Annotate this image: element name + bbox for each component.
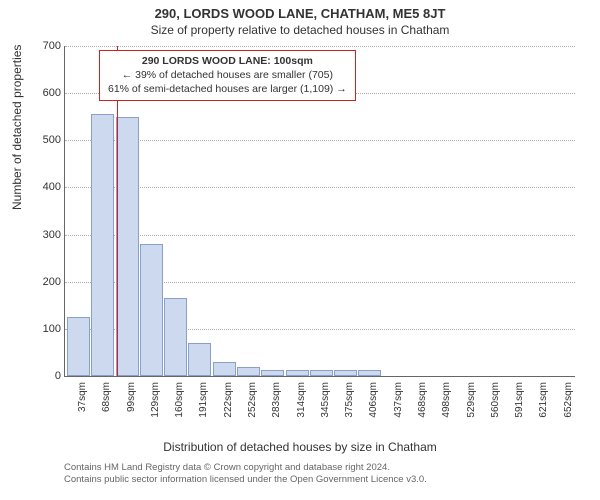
histogram-bar: [188, 343, 211, 376]
ytick-label: 600: [43, 87, 61, 99]
histogram-bar: [164, 298, 187, 376]
histogram-bar: [91, 114, 114, 376]
y-axis-label: Number of detached properties: [10, 45, 24, 210]
histogram-bar: [140, 244, 163, 376]
xtick-label: 437sqm: [393, 382, 404, 422]
title-sub: Size of property relative to detached ho…: [0, 21, 600, 37]
ytick-label: 0: [55, 370, 61, 382]
histogram-bar: [286, 370, 309, 376]
xtick-label: 498sqm: [441, 382, 452, 422]
histogram-bar: [358, 370, 381, 376]
histogram-bar: [334, 370, 357, 376]
info-box-line: 61% of semi-detached houses are larger (…: [108, 82, 347, 96]
ytick-label: 100: [43, 323, 61, 335]
info-box-line: ← 39% of detached houses are smaller (70…: [108, 68, 347, 82]
xtick-label: 314sqm: [296, 382, 307, 422]
xtick-label: 529sqm: [466, 382, 477, 422]
gridline: [65, 235, 575, 236]
xtick-label: 99sqm: [126, 382, 137, 422]
gridline: [65, 187, 575, 188]
xtick-label: 191sqm: [198, 382, 209, 422]
chart-area: 010020030040050060070037sqm68sqm99sqm129…: [64, 46, 574, 400]
plot-area: 010020030040050060070037sqm68sqm99sqm129…: [64, 46, 575, 377]
histogram-bar: [213, 362, 236, 376]
chart-container: 290, LORDS WOOD LANE, CHATHAM, ME5 8JT S…: [0, 0, 600, 500]
histogram-bar: [116, 117, 139, 376]
xtick-label: 621sqm: [538, 382, 549, 422]
xtick-label: 406sqm: [368, 382, 379, 422]
ytick-label: 300: [43, 229, 61, 241]
ytick-label: 400: [43, 181, 61, 193]
xtick-label: 252sqm: [247, 382, 258, 422]
footer-line1: Contains HM Land Registry data © Crown c…: [64, 462, 427, 474]
xtick-label: 68sqm: [101, 382, 112, 422]
xtick-label: 560sqm: [490, 382, 501, 422]
histogram-bar: [261, 370, 284, 376]
footer: Contains HM Land Registry data © Crown c…: [64, 462, 427, 487]
info-box-line: 290 LORDS WOOD LANE: 100sqm: [108, 54, 347, 68]
xtick-label: 591sqm: [514, 382, 525, 422]
ytick-label: 200: [43, 276, 61, 288]
ytick-label: 700: [43, 40, 61, 52]
histogram-bar: [237, 367, 260, 376]
info-box: 290 LORDS WOOD LANE: 100sqm← 39% of deta…: [99, 50, 356, 101]
xtick-label: 652sqm: [563, 382, 574, 422]
xtick-label: 468sqm: [417, 382, 428, 422]
xtick-label: 160sqm: [174, 382, 185, 422]
ytick-label: 500: [43, 134, 61, 146]
xtick-label: 37sqm: [77, 382, 88, 422]
footer-line2: Contains public sector information licen…: [64, 474, 427, 486]
gridline: [65, 46, 575, 47]
x-axis-label: Distribution of detached houses by size …: [0, 440, 600, 454]
title-main: 290, LORDS WOOD LANE, CHATHAM, ME5 8JT: [0, 0, 600, 21]
xtick-label: 129sqm: [150, 382, 161, 422]
histogram-bar: [310, 370, 333, 376]
xtick-label: 283sqm: [271, 382, 282, 422]
xtick-label: 345sqm: [320, 382, 331, 422]
xtick-label: 375sqm: [344, 382, 355, 422]
xtick-label: 222sqm: [223, 382, 234, 422]
gridline: [65, 140, 575, 141]
histogram-bar: [67, 317, 90, 376]
